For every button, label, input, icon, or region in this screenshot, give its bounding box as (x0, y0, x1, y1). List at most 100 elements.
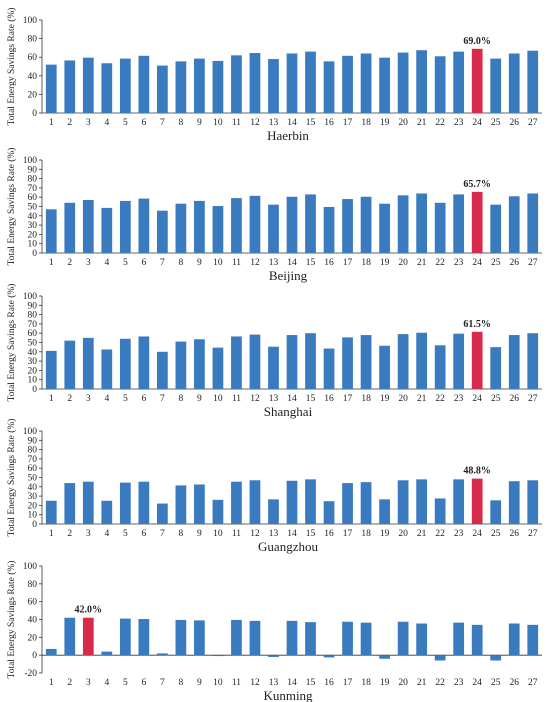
bar-24 (471, 624, 483, 656)
x-tick-label: 2 (67, 394, 72, 404)
bar-27 (527, 333, 539, 389)
y-tick-label: 20 (28, 366, 38, 376)
x-tick-label: 15 (306, 394, 316, 404)
bar-13 (268, 655, 279, 657)
x-tick-label: 15 (306, 258, 316, 268)
bar-18 (360, 53, 372, 113)
bar-21 (416, 332, 427, 389)
x-tick-label: 1 (49, 529, 54, 539)
x-tick-label: 1 (49, 258, 54, 268)
bar-21 (416, 193, 427, 253)
y-tick-label: 30 (28, 492, 38, 502)
x-tick-label: 14 (287, 678, 297, 688)
x-tick-label: 2 (67, 678, 72, 688)
bar-25 (490, 500, 502, 524)
bar-11 (231, 198, 242, 253)
y-tick-label: 0 (32, 520, 37, 530)
city-title: Beijing (269, 268, 308, 283)
x-tick-label: 26 (509, 394, 519, 404)
y-tick-label: 20 (28, 501, 38, 511)
x-tick-label: 18 (361, 258, 371, 268)
y-tick-label: 90 (28, 165, 38, 175)
y-tick-label: 40 (28, 72, 38, 82)
bar-17 (342, 337, 353, 389)
bar-9 (194, 620, 205, 656)
bar-8 (175, 203, 187, 253)
y-axis-label: Total Energy Savings Rate (%) (6, 8, 17, 126)
highlight-value-label: 42.0% (75, 605, 103, 616)
bar-12 (249, 480, 261, 524)
x-tick-label: 18 (361, 529, 371, 539)
bar-9 (194, 484, 205, 524)
y-tick-label: 30 (28, 221, 38, 231)
bar-14 (286, 196, 298, 253)
bar-4 (101, 207, 113, 253)
bar-21 (416, 50, 427, 113)
x-tick-label: 17 (343, 118, 353, 128)
y-tick-label: 50 (28, 203, 38, 213)
y-tick-label: 30 (28, 357, 38, 367)
x-tick-label: 20 (398, 118, 408, 128)
bar-17 (342, 199, 353, 253)
bar-6 (138, 619, 150, 656)
y-tick-label: 60 (28, 193, 38, 203)
bar-26 (508, 53, 520, 113)
x-tick-label: 6 (141, 394, 146, 404)
highlight-value-label: 48.8% (463, 466, 491, 477)
x-tick-label: 23 (454, 394, 464, 404)
bar-7 (157, 65, 168, 113)
x-tick-label: 4 (104, 258, 109, 268)
bar-15 (305, 194, 316, 253)
bar-13 (268, 499, 279, 524)
y-tick-label: 50 (28, 339, 38, 349)
bar-27 (527, 480, 539, 524)
y-axis-label: Total Energy Savings Rate (%) (6, 561, 17, 679)
y-tick-label: 90 (28, 301, 38, 311)
bar-23 (453, 333, 465, 389)
bar-1 (45, 209, 57, 253)
city-title: Haerbin (267, 128, 309, 143)
bar-6 (138, 336, 150, 389)
bar-15 (305, 479, 316, 524)
x-tick-label: 6 (141, 118, 146, 128)
x-tick-label: 24 (472, 258, 482, 268)
x-tick-label: 18 (361, 678, 371, 688)
bar-16 (323, 206, 335, 253)
x-tick-label: 13 (269, 258, 279, 268)
x-tick-label: 22 (435, 118, 445, 128)
x-tick-label: 24 (472, 529, 482, 539)
x-tick-label: 8 (179, 258, 184, 268)
bar-3 (82, 57, 94, 113)
x-tick-label: 23 (454, 529, 464, 539)
bar-2 (64, 202, 76, 253)
y-tick-label: 60 (28, 329, 38, 339)
x-tick-label: 11 (232, 529, 241, 539)
x-tick-label: 6 (141, 529, 146, 539)
x-tick-label: 20 (398, 678, 408, 688)
x-tick-label: 14 (287, 394, 297, 404)
y-tick-label: 50 (28, 474, 38, 484)
x-tick-label: 5 (123, 258, 128, 268)
x-tick-label: 9 (197, 678, 202, 688)
bar-10 (212, 499, 224, 524)
x-tick-label: 23 (454, 678, 464, 688)
bar-9 (194, 339, 205, 389)
bar-24 (471, 48, 483, 113)
bar-8 (175, 61, 187, 113)
bar-3 (82, 337, 94, 389)
bar-2 (64, 340, 76, 389)
bar-20 (397, 334, 409, 389)
x-tick-label: 19 (380, 258, 390, 268)
y-tick-label: 80 (28, 446, 38, 456)
bar-1 (45, 648, 57, 656)
x-tick-label: 1 (49, 678, 54, 688)
bar-16 (323, 655, 335, 658)
bar-25 (490, 347, 502, 389)
bar-27 (527, 624, 539, 656)
x-tick-label: 3 (86, 258, 91, 268)
x-tick-label: 13 (269, 529, 279, 539)
x-tick-label: 12 (250, 258, 260, 268)
x-tick-label: 24 (472, 394, 482, 404)
